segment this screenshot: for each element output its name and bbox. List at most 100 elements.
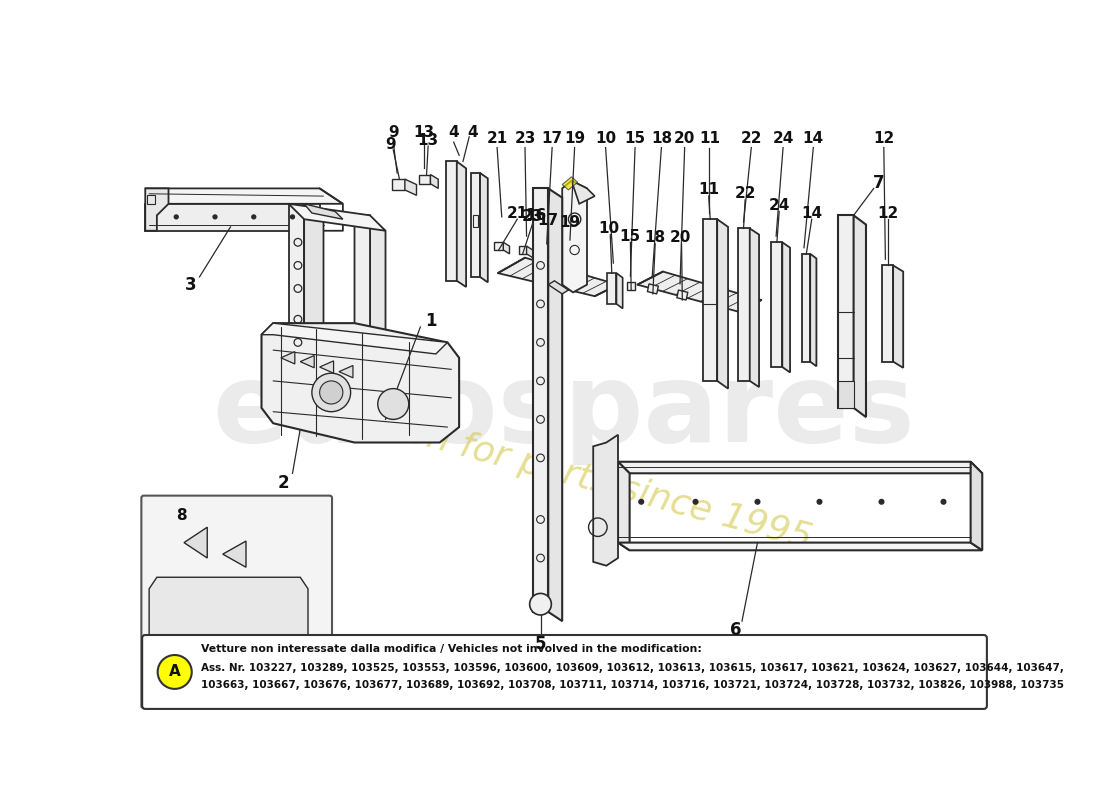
Text: 22: 22 [735, 186, 756, 202]
Polygon shape [548, 188, 562, 621]
Polygon shape [616, 273, 623, 309]
Polygon shape [607, 273, 616, 304]
Text: 9: 9 [388, 126, 398, 141]
Circle shape [639, 499, 643, 504]
Polygon shape [838, 381, 854, 408]
Text: 19: 19 [560, 214, 581, 230]
Text: 10: 10 [595, 131, 616, 146]
Polygon shape [471, 173, 480, 277]
Text: 1: 1 [425, 312, 437, 330]
Text: 11: 11 [698, 131, 720, 146]
Polygon shape [339, 366, 353, 378]
Polygon shape [627, 282, 635, 290]
Text: 20: 20 [670, 230, 692, 245]
Polygon shape [288, 204, 385, 230]
Polygon shape [262, 323, 459, 442]
Circle shape [213, 215, 217, 219]
Circle shape [252, 215, 255, 219]
Text: 2: 2 [277, 474, 289, 491]
Polygon shape [854, 215, 866, 417]
Text: 103663, 103667, 103676, 103677, 103689, 103692, 103708, 103711, 103714, 103716, : 103663, 103667, 103676, 103677, 103689, … [201, 680, 1064, 690]
Polygon shape [569, 249, 574, 256]
Text: 18: 18 [651, 131, 672, 146]
Polygon shape [430, 174, 438, 188]
Text: 21: 21 [507, 206, 528, 221]
Polygon shape [738, 229, 750, 381]
Text: 7: 7 [872, 174, 884, 192]
FancyBboxPatch shape [142, 496, 332, 708]
Polygon shape [750, 229, 759, 387]
Text: 15: 15 [625, 131, 646, 146]
Circle shape [377, 389, 409, 419]
Circle shape [157, 655, 191, 689]
FancyBboxPatch shape [142, 635, 987, 709]
Polygon shape [519, 246, 527, 254]
Circle shape [312, 373, 351, 412]
Polygon shape [648, 284, 658, 294]
Polygon shape [222, 541, 246, 567]
Text: 22: 22 [740, 131, 762, 146]
Text: 9: 9 [385, 137, 396, 152]
Polygon shape [370, 219, 385, 366]
Text: 18: 18 [645, 230, 665, 245]
Circle shape [320, 381, 343, 404]
Polygon shape [618, 542, 982, 550]
Polygon shape [593, 435, 618, 566]
Circle shape [290, 215, 295, 219]
Text: 15: 15 [619, 229, 640, 244]
Text: 24: 24 [772, 131, 794, 146]
Text: 4: 4 [449, 126, 459, 141]
Polygon shape [562, 181, 587, 292]
Polygon shape [280, 352, 295, 364]
Polygon shape [542, 251, 548, 258]
Text: 23: 23 [515, 131, 536, 146]
Text: 16: 16 [525, 208, 547, 223]
Text: eurospares: eurospares [212, 358, 915, 465]
Text: 24: 24 [769, 198, 790, 213]
Polygon shape [676, 290, 688, 300]
Circle shape [817, 499, 822, 504]
Polygon shape [703, 219, 717, 381]
Polygon shape [405, 179, 417, 195]
Polygon shape [498, 258, 618, 296]
Polygon shape [320, 361, 333, 373]
Polygon shape [562, 177, 578, 190]
Polygon shape [803, 254, 811, 362]
Polygon shape [782, 242, 790, 373]
Polygon shape [145, 188, 168, 230]
Text: 14: 14 [801, 206, 823, 221]
Text: 13: 13 [418, 133, 439, 148]
Polygon shape [532, 188, 548, 612]
Text: 12: 12 [877, 206, 899, 221]
Text: passion for parts since 1995: passion for parts since 1995 [312, 390, 815, 556]
Text: 13: 13 [414, 126, 435, 141]
Polygon shape [771, 242, 782, 367]
Polygon shape [494, 242, 504, 250]
Circle shape [879, 499, 883, 504]
Polygon shape [145, 204, 320, 230]
Circle shape [756, 499, 760, 504]
Text: 12: 12 [873, 131, 894, 146]
Polygon shape [300, 355, 315, 368]
Text: 6: 6 [730, 622, 741, 639]
Polygon shape [811, 254, 816, 366]
Text: Ass. Nr. 103227, 103289, 103525, 103553, 103596, 103600, 103609, 103612, 103613,: Ass. Nr. 103227, 103289, 103525, 103553,… [201, 663, 1064, 673]
Text: 23: 23 [522, 210, 543, 224]
Circle shape [530, 594, 551, 615]
Polygon shape [838, 215, 854, 408]
Polygon shape [548, 281, 569, 294]
Polygon shape [392, 179, 405, 190]
Polygon shape [456, 162, 466, 287]
Text: A: A [168, 665, 180, 679]
Polygon shape [145, 188, 343, 204]
Polygon shape [527, 246, 532, 258]
Polygon shape [419, 174, 430, 184]
Circle shape [693, 499, 697, 504]
Text: 10: 10 [598, 221, 619, 236]
Text: 14: 14 [803, 131, 824, 146]
Polygon shape [893, 266, 903, 368]
Text: 21: 21 [486, 131, 508, 146]
Circle shape [174, 215, 178, 219]
Polygon shape [618, 462, 982, 474]
Polygon shape [446, 162, 456, 281]
